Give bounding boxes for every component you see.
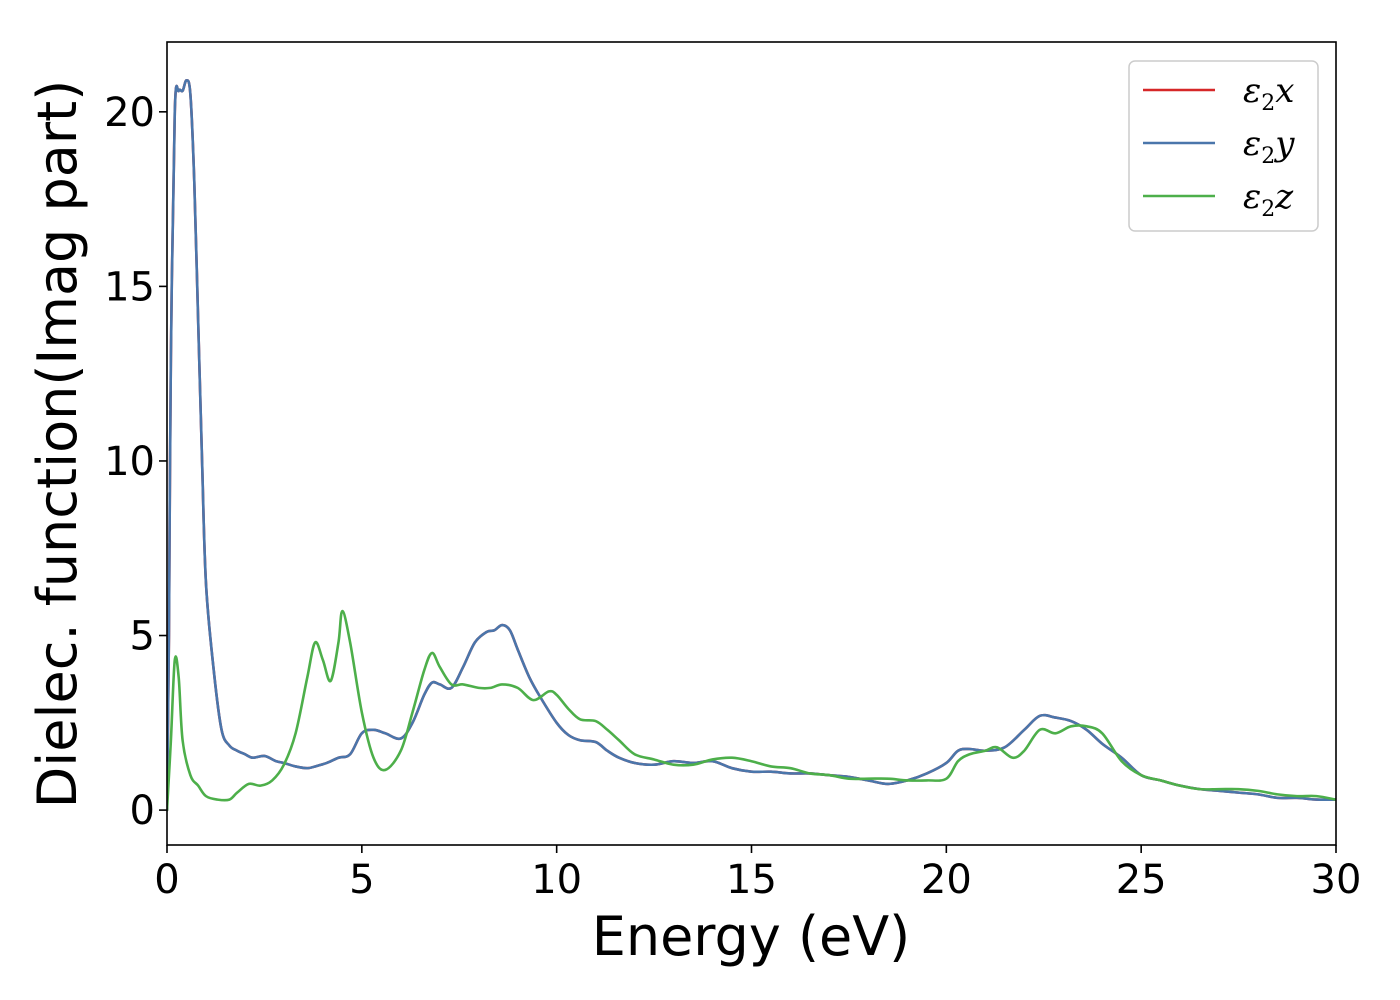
- x-tick-label: 25: [1116, 857, 1167, 903]
- series-layer: [167, 79, 1336, 812]
- y-tick-label: 5: [130, 614, 155, 660]
- series-line-y: [167, 79, 1336, 812]
- x-axis-label: Energy (eV): [592, 905, 911, 968]
- legend-frame: [1128, 60, 1319, 232]
- y-axis-label: Dielec. function(Imag part): [26, 80, 89, 809]
- x-tick-label: 20: [921, 857, 972, 903]
- y-tick-label: 0: [130, 788, 155, 834]
- x-axis-ticks: 0 5 10 15 20 25 30: [154, 845, 1361, 903]
- x-tick-label: 5: [349, 857, 374, 903]
- legend: ε2x ε2y ε2z: [1128, 60, 1319, 232]
- x-tick-label: 0: [154, 857, 179, 903]
- series-line-z: [167, 609, 1336, 812]
- legend-label-y: ε2y: [1243, 124, 1295, 169]
- x-tick-label: 10: [531, 857, 582, 903]
- y-tick-label: 10: [104, 439, 155, 485]
- y-tick-label: 20: [104, 90, 155, 136]
- x-tick-label: 30: [1311, 857, 1362, 903]
- x-tick-label: 15: [726, 857, 777, 903]
- legend-label-x: ε2x: [1243, 71, 1294, 116]
- y-axis-ticks: 0 5 10 15 20: [104, 90, 167, 834]
- y-tick-label: 15: [104, 264, 155, 310]
- legend-label-z: ε2z: [1243, 177, 1294, 222]
